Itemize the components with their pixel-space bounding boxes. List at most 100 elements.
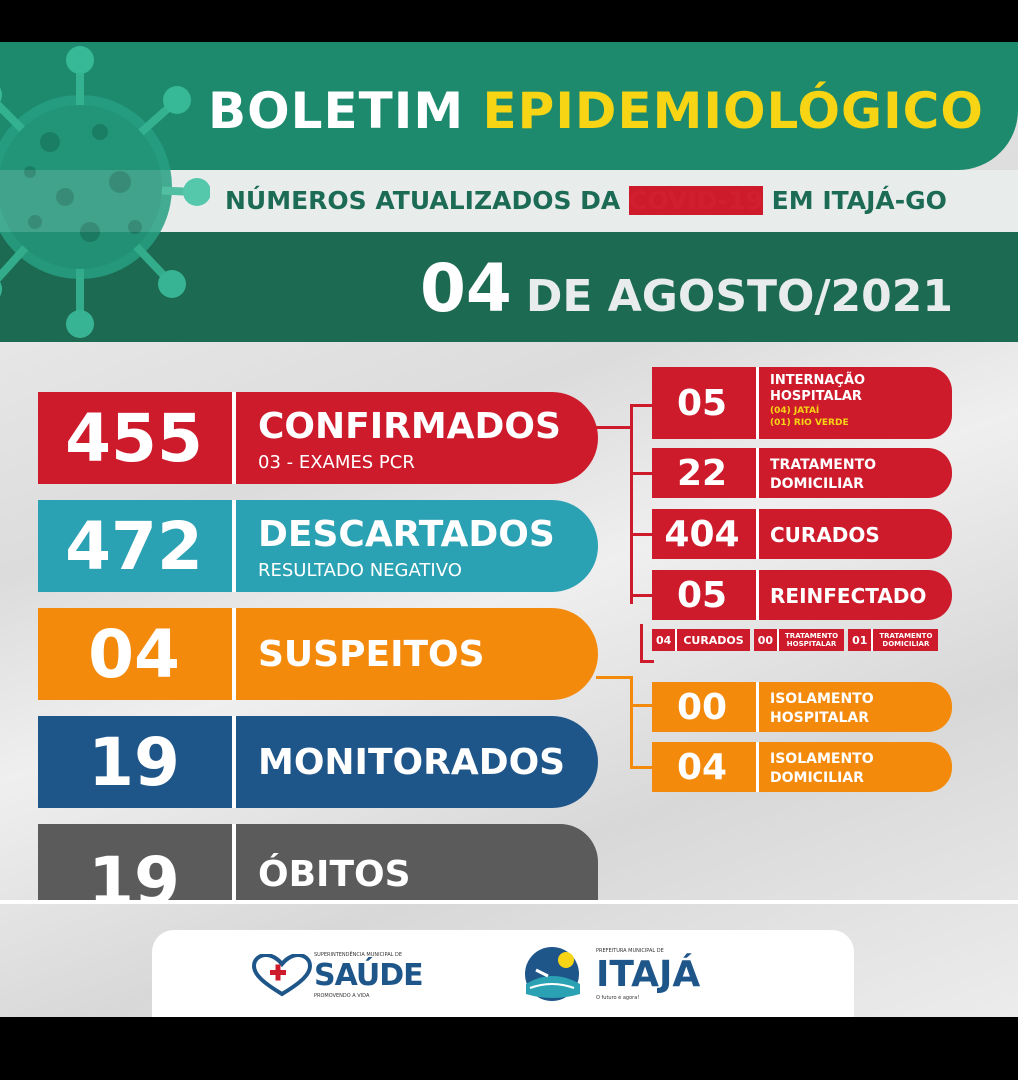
divider	[232, 608, 236, 700]
divider	[232, 392, 236, 484]
discarded-label: DESCARTADOS	[258, 514, 555, 555]
itaja-small-bottom: O futuro é agora!	[596, 994, 640, 1001]
divider	[756, 742, 759, 792]
subtitle-part1: NÚMEROS ATUALIZADOS DA	[225, 186, 621, 215]
reinfected-recovered-label: CURADOS	[683, 633, 744, 647]
home-treatment-line1: TRATAMENTO	[770, 457, 877, 473]
confirmed-label: CONFIRMADOS	[258, 406, 561, 447]
divider	[232, 824, 236, 900]
reinfected-hospital-label: TRATAMENTO HOSPITALAR	[779, 629, 844, 651]
connector-line	[640, 624, 643, 662]
divider	[232, 500, 236, 592]
hospitalized-note1: (04) JATAÍ	[770, 406, 820, 416]
reinfected-card: 05 REINFECTADO	[652, 570, 952, 620]
subtitle: NÚMEROS ATUALIZADOS DA COVID-19 EM ITAJÁ…	[225, 186, 947, 215]
hospital-isolation-card: 00 ISOLAMENTO HOSPITALAR	[652, 682, 952, 732]
deaths-value: 19	[88, 843, 180, 900]
divider	[756, 509, 759, 559]
connector-line	[630, 594, 652, 597]
monitored-card: 19 MONITORADOS	[38, 716, 598, 808]
discarded-sublabel: RESULTADO NEGATIVO	[258, 560, 462, 581]
divider	[756, 367, 759, 439]
suspects-value: 04	[88, 615, 180, 693]
divider	[756, 682, 759, 732]
reinfected-home-line2: DOMICILIAR	[882, 640, 930, 648]
title-part1: BOLETIM	[208, 82, 465, 140]
hospitalized-note2: (01) RIO VERDE	[770, 418, 849, 428]
connector-line	[640, 660, 654, 663]
confirmed-sublabel: 03 - EXAMES PCR	[258, 452, 415, 473]
subtitle-part2: EM ITAJÁ-GO	[771, 186, 947, 215]
subtitle-band: NÚMEROS ATUALIZADOS DA COVID-19 EM ITAJÁ…	[0, 170, 1018, 232]
connector-line	[596, 426, 632, 429]
date-day: 04	[420, 250, 512, 327]
itaja-text: PREFEITURA MUNICIPAL DE ITAJÁ O futuro é…	[596, 948, 700, 1001]
connector-line	[630, 472, 652, 475]
reinfected-breakdown: 04 CURADOS 00 TRATAMENTO HOSPITALAR 01 T…	[652, 629, 939, 651]
home-isolation-label: ISOLAMENTO DOMICILIAR	[770, 750, 874, 788]
suspects-label: SUSPEITOS	[258, 634, 485, 675]
connector-line	[596, 676, 632, 679]
reinfected-home: 01 TRATAMENTO DOMICILIAR	[848, 629, 939, 651]
home-treatment-value: 22	[676, 452, 728, 494]
reinfected-hospital-line2: HOSPITALAR	[786, 640, 837, 648]
saude-text: SUPERINTENDÊNCIA MUNICIPAL DE SAÚDE PROM…	[314, 952, 424, 999]
recovered-label: CURADOS	[770, 523, 880, 547]
connector-line	[630, 766, 652, 769]
subtitle-highlight: COVID-19	[628, 186, 763, 215]
home-isolation-value: 04	[676, 746, 728, 788]
suspects-card: 04 SUSPEITOS	[38, 608, 598, 700]
saude-logo: SUPERINTENDÊNCIA MUNICIPAL DE SAÚDE PROM…	[252, 952, 424, 999]
discarded-card: 472 DESCARTADOS RESULTADO NEGATIVO	[38, 500, 598, 592]
date-rest: DE AGOSTO/2021	[525, 271, 953, 322]
reinfected-home-line1: TRATAMENTO	[879, 632, 933, 640]
hospital-isolation-line1: ISOLAMENTO	[770, 691, 874, 707]
reinfected-home-label: TRATAMENTO DOMICILIAR	[873, 629, 938, 651]
saude-small-top: SUPERINTENDÊNCIA MUNICIPAL DE	[314, 952, 403, 958]
connector-line	[630, 676, 633, 768]
reinfected-hospital: 00 TRATAMENTO HOSPITALAR	[753, 629, 845, 651]
divider	[756, 448, 759, 498]
bulletin-poster: BOLETIM EPIDEMIOLÓGICO NÚMEROS ATUALIZAD…	[0, 42, 1018, 1017]
divider	[232, 716, 236, 808]
itaja-logo: PREFEITURA MUNICIPAL DE ITAJÁ O futuro é…	[516, 946, 700, 1002]
reinfected-recovered-value: 04	[652, 629, 678, 651]
monitored-value: 19	[88, 723, 180, 801]
saude-small-bottom: PROMOVENDO A VIDA	[314, 993, 370, 999]
itaja-name: ITAJÁ	[596, 953, 701, 995]
hospital-isolation-value: 00	[676, 686, 728, 728]
saude-name: SAÚDE	[314, 958, 424, 993]
title-part2: EPIDEMIOLÓGICO	[482, 82, 984, 140]
confirmed-card: 455 CONFIRMADOS 03 - EXAMES PCR	[38, 392, 598, 484]
discarded-value: 472	[65, 507, 203, 585]
footer-divider	[0, 900, 1018, 904]
reinfected-home-value: 01	[848, 629, 874, 651]
reinfected-hospital-value: 00	[754, 629, 780, 651]
home-treatment-card: 22 TRATAMENTO DOMICILIAR	[652, 448, 952, 498]
itaja-emblem-icon	[525, 947, 580, 1001]
home-isolation-card: 04 ISOLAMENTO DOMICILIAR	[652, 742, 952, 792]
hospitalized-card: 05 INTERNAÇÃO HOSPITALAR (04) JATAÍ (01)…	[652, 367, 952, 439]
hospital-isolation-label: ISOLAMENTO HOSPITALAR	[770, 690, 874, 728]
reinfected-label: REINFECTADO	[770, 584, 927, 608]
confirmed-value: 455	[65, 399, 203, 477]
reinfected-hospital-line1: TRATAMENTO	[785, 632, 839, 640]
heart-cross-icon	[252, 953, 312, 996]
home-treatment-label: TRATAMENTO DOMICILIAR	[770, 456, 876, 494]
hospitalized-line2: HOSPITALAR	[770, 389, 862, 404]
connector-line	[630, 704, 652, 707]
hospitalized-label: INTERNAÇÃO HOSPITALAR (04) JATAÍ (01) RI…	[770, 373, 865, 429]
virus-icon	[0, 46, 210, 338]
connector-line	[630, 404, 633, 604]
divider	[756, 570, 759, 620]
page-title: BOLETIM EPIDEMIOLÓGICO	[208, 82, 984, 140]
home-treatment-line2: DOMICILIAR	[770, 476, 864, 492]
recovered-value: 404	[664, 513, 740, 555]
deaths-card: 19 ÓBITOS	[38, 824, 598, 900]
hospitalized-line1: INTERNAÇÃO	[770, 373, 866, 388]
deaths-label: ÓBITOS	[258, 854, 411, 895]
connector-line	[630, 404, 652, 407]
home-isolation-line2: DOMICILIAR	[770, 770, 864, 786]
hospital-isolation-line2: HOSPITALAR	[770, 710, 870, 726]
